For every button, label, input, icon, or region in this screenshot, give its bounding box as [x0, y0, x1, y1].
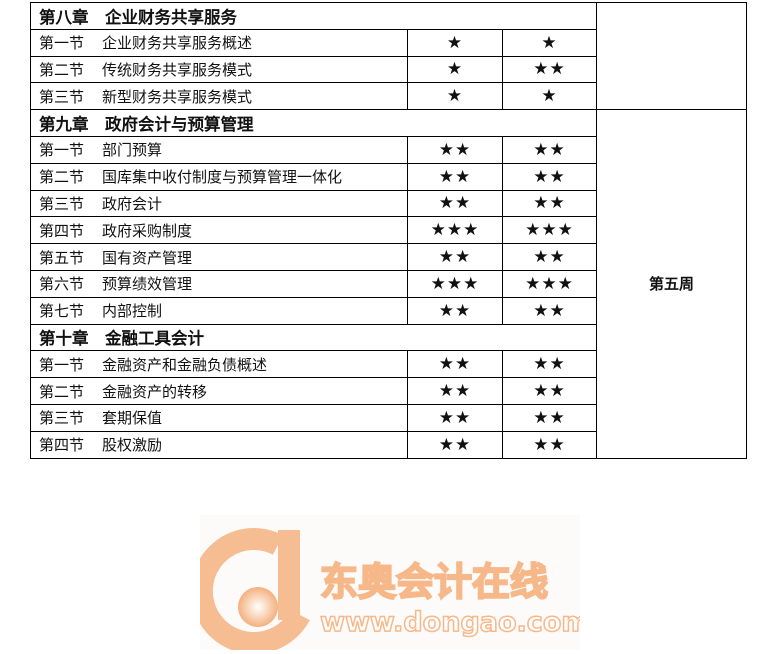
importance-stars: ★★: [407, 162, 503, 191]
section-number: 第二节: [39, 60, 85, 79]
section-cell: 第一节 企业财务共享服务概述: [30, 28, 408, 57]
section-number: 第四节: [39, 436, 85, 455]
section-number: 第四节: [39, 221, 85, 240]
section-name: 套期保值: [102, 409, 163, 428]
section-cell: 第五节 国有资产管理: [30, 243, 408, 271]
section-row: 第一节 金融资产和金融负债概述 ★★ ★★: [30, 350, 747, 379]
section-name: 金融资产的转移: [102, 382, 208, 401]
section-name: 传统财务共享服务模式: [102, 60, 253, 79]
section-cell: 第一节 金融资产和金融负债概述: [30, 350, 408, 379]
importance-stars: ★: [407, 28, 503, 57]
section-name: 政府会计: [102, 194, 163, 213]
importance-stars: ★: [407, 55, 503, 84]
section-name: 预算绩效管理: [102, 275, 193, 294]
section-name: 内部控制: [102, 302, 163, 321]
section-row: 第三节 新型财务共享服务模式 ★ ★: [30, 82, 747, 111]
difficulty-stars: ★★: [502, 243, 597, 271]
section-name: 部门预算: [102, 141, 163, 160]
difficulty-stars: ★★★: [502, 216, 597, 245]
difficulty-stars: ★★: [502, 162, 597, 191]
section-cell: 第三节 新型财务共享服务模式: [30, 82, 408, 111]
week-cell: [596, 1, 747, 111]
section-number: 第三节: [39, 194, 85, 213]
section-number: 第六节: [39, 275, 85, 294]
section-row: 第一节 企业财务共享服务概述 ★ ★: [30, 28, 747, 57]
difficulty-stars: ★★: [502, 350, 597, 379]
section-cell: 第四节 政府采购制度: [30, 216, 408, 245]
week-cell: 第五周: [596, 109, 747, 459]
logo-text-url: www.dongao.com: [320, 607, 580, 638]
syllabus-table: 第八章 企业财务共享服务 第一节 企业财务共享服务概述 ★ ★ 第二节 传统财务共享服务…: [30, 1, 747, 459]
chapter-title: 第九章 政府会计与预算管理: [30, 109, 597, 137]
difficulty-stars: ★★: [502, 377, 597, 405]
difficulty-stars: ★: [502, 28, 597, 57]
section-cell: 第四节 股权激励: [30, 430, 408, 459]
section-cell: 第二节 金融资产的转移: [30, 377, 408, 405]
importance-stars: ★★: [407, 430, 503, 459]
section-number: 第三节: [39, 409, 85, 428]
importance-stars: ★★: [407, 350, 503, 379]
importance-stars: ★★: [407, 296, 503, 325]
section-cell: 第三节 政府会计: [30, 189, 408, 218]
importance-stars: ★★: [407, 189, 503, 218]
importance-stars: ★★: [407, 377, 503, 405]
chapter-title: 第八章 企业财务共享服务: [30, 2, 597, 30]
difficulty-stars: ★: [502, 82, 597, 111]
section-cell: 第一节 部门预算: [30, 135, 408, 164]
logo-text-cn: 东奥会计在线: [320, 560, 548, 604]
section-number: 第一节: [39, 141, 85, 160]
section-name: 政府采购制度: [102, 221, 193, 240]
section-name: 金融资产和金融负债概述: [102, 355, 268, 374]
chapter-title: 第十章 金融工具会计: [30, 323, 597, 352]
section-cell: 第二节 国库集中收付制度与预算管理一体化: [30, 162, 408, 191]
difficulty-stars: ★★★: [502, 269, 597, 298]
chapter-row: 第八章 企业财务共享服务: [30, 1, 747, 111]
difficulty-stars: ★★: [502, 296, 597, 325]
importance-stars: ★: [407, 82, 503, 111]
section-number: 第二节: [39, 168, 85, 187]
importance-stars: ★★★: [407, 216, 503, 245]
importance-stars: ★★★: [407, 269, 503, 298]
section-number: 第三节: [39, 87, 85, 106]
chapter-row: 第九章 政府会计与预算管理 第五周: [30, 109, 747, 459]
difficulty-stars: ★★: [502, 430, 597, 459]
importance-stars: ★★: [407, 403, 503, 432]
difficulty-stars: ★★: [502, 403, 597, 432]
difficulty-stars: ★★: [502, 189, 597, 218]
difficulty-stars: ★★: [502, 135, 597, 164]
section-row: 第三节 套期保值 ★★ ★★: [30, 403, 747, 432]
section-cell: 第三节 套期保值: [30, 403, 408, 432]
importance-stars: ★★: [407, 135, 503, 164]
section-row: 第四节 股权激励 ★★ ★★: [30, 430, 747, 459]
section-number: 第五节: [39, 248, 85, 267]
section-number: 第七节: [39, 302, 85, 321]
difficulty-stars: ★★: [502, 55, 597, 84]
section-number: 第一节: [39, 34, 85, 53]
section-cell: 第六节 预算绩效管理: [30, 269, 408, 298]
section-name: 股权激励: [102, 436, 163, 455]
section-name: 新型财务共享服务模式: [102, 87, 253, 106]
section-row: 第二节 传统财务共享服务模式 ★ ★★: [30, 55, 747, 84]
section-cell: 第七节 内部控制: [30, 296, 408, 325]
section-name: 国有资产管理: [102, 248, 193, 267]
section-row: 第三节 政府会计 ★★ ★★: [30, 189, 747, 218]
importance-stars: ★★: [407, 243, 503, 271]
section-row: 第一节 部门预算 ★★ ★★: [30, 135, 747, 164]
section-row: 第二节 国库集中收付制度与预算管理一体化 ★★ ★★: [30, 162, 747, 191]
section-cell: 第二节 传统财务共享服务模式: [30, 55, 408, 84]
section-row: 第六节 预算绩效管理 ★★★ ★★★: [30, 269, 747, 298]
section-number: 第二节: [39, 382, 85, 401]
section-name: 企业财务共享服务概述: [102, 34, 253, 53]
dongao-logo: 东奥会计在线 www.dongao.com: [190, 515, 590, 654]
section-name: 国库集中收付制度与预算管理一体化: [102, 168, 343, 187]
section-number: 第一节: [39, 355, 85, 374]
